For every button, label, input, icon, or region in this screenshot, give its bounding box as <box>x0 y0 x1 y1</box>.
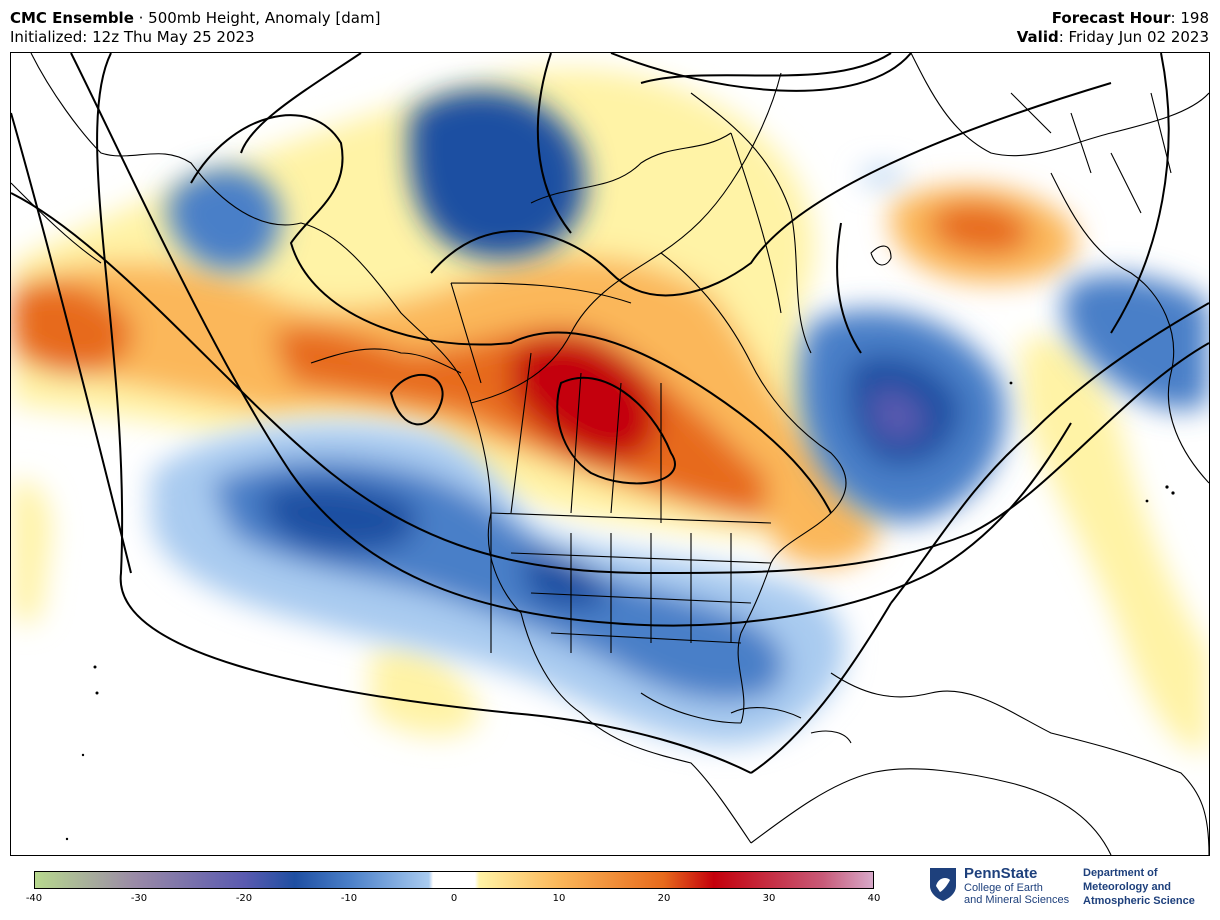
psu-college-line1: College of Earth <box>964 882 1043 894</box>
valid-time: Valid: Friday Jun 02 2023 <box>1017 28 1209 46</box>
colorbar-tick-label: 0 <box>450 893 458 904</box>
colorbar-tick-label: -30 <box>130 893 148 904</box>
dept-line2: Meteorology and <box>1083 881 1172 893</box>
field-name: · 500mb Height, Anomaly [dam] <box>133 9 381 27</box>
positive-anomaly-inner <box>271 326 799 523</box>
colorbar-tick-label: 10 <box>552 893 566 904</box>
colorbar <box>34 871 874 889</box>
map-svg <box>11 53 1209 855</box>
map-title: CMC Ensemble · 500mb Height, Anomaly [da… <box>10 9 380 27</box>
colorbar-tick-label: 30 <box>762 893 776 904</box>
psu-college-line2: and Mineral Sciences <box>964 894 1070 906</box>
colorbar-tick-label: 20 <box>657 893 671 904</box>
psu-logo: PennState College of Earth and Mineral S… <box>928 864 1208 910</box>
dept-line3: Atmospheric Science <box>1083 895 1195 907</box>
forecast-hour: Forecast Hour: 198 <box>1052 9 1209 27</box>
coastlines <box>11 53 1209 855</box>
positive-anomaly-core <box>511 335 659 463</box>
colorbar-svg <box>35 872 873 888</box>
colorbar-tick-label: -10 <box>340 893 358 904</box>
psu-name: PennState <box>964 865 1038 882</box>
valid-value: : Friday Jun 02 2023 <box>1058 28 1209 46</box>
forecast-hour-value: : 198 <box>1170 9 1209 27</box>
colorbar-tick-label: -40 <box>25 893 43 904</box>
dept-line1: Department of <box>1083 867 1158 879</box>
colorbar-tick-label: -20 <box>235 893 253 904</box>
anomaly-map <box>10 52 1210 856</box>
valid-label: Valid <box>1016 28 1059 46</box>
colorbar-ticks: -40 -30 -20 -10 0 10 20 30 40 <box>26 891 881 907</box>
height-contours <box>11 53 1209 774</box>
model-name: CMC Ensemble <box>10 9 134 27</box>
colorbar-tick-label: 40 <box>867 893 881 904</box>
colorbar-gradient <box>35 872 873 888</box>
shield-icon <box>930 868 956 901</box>
forecast-hour-label: Forecast Hour <box>1051 9 1171 27</box>
init-time: Initialized: 12z Thu May 25 2023 <box>10 28 255 46</box>
negative-anomaly-bering <box>167 168 281 271</box>
anomaly-shading <box>11 69 1209 753</box>
negative-anomaly-arctic <box>409 89 586 259</box>
island-dots <box>65 381 1175 841</box>
